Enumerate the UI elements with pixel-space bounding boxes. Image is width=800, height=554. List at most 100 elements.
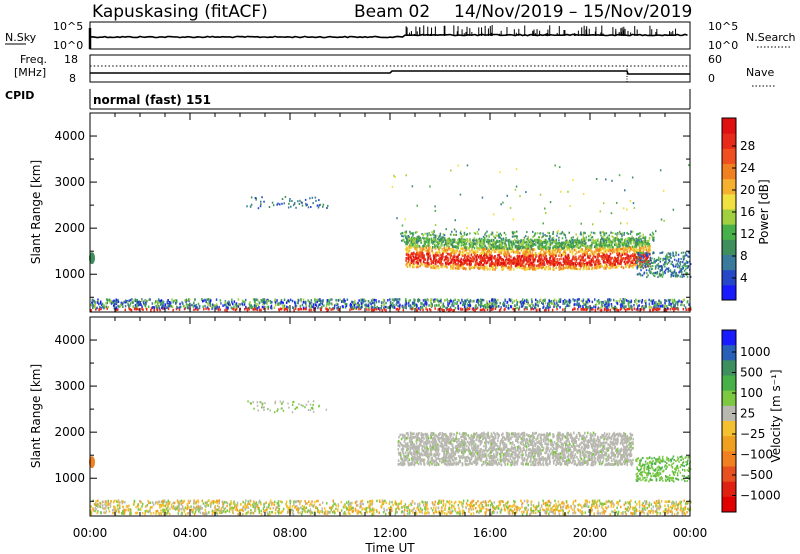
power-echo (473, 251, 475, 254)
power-echo (483, 268, 486, 271)
power-echo (505, 253, 508, 257)
freq-panel: Freq. [MHz] 18 8 60 0 Nave CPID (5, 53, 775, 102)
power-echo (590, 258, 593, 261)
power-echo (634, 239, 637, 242)
power-echo (434, 304, 436, 307)
power-echo (624, 298, 626, 301)
power-echo (421, 302, 423, 305)
power-echo (148, 298, 150, 301)
power-echo (627, 303, 630, 306)
power-echo (652, 237, 654, 239)
power-echo (530, 265, 533, 269)
power-echo (567, 244, 569, 247)
power-echo (377, 307, 379, 310)
power-echo (683, 298, 685, 301)
power-echo (496, 256, 499, 260)
power-echo (134, 298, 137, 301)
power-echo (541, 235, 544, 238)
power-echo (636, 240, 639, 243)
power-echo (663, 303, 665, 307)
power-echo (526, 252, 529, 255)
power-echo (631, 239, 633, 242)
power-echo (624, 248, 626, 251)
power-echo (156, 300, 158, 303)
power-echo (586, 246, 589, 249)
power-echo (114, 300, 117, 303)
power-echo (249, 301, 251, 304)
power-echo (564, 302, 566, 305)
power-echo (486, 305, 489, 308)
power-echo (505, 264, 507, 268)
power-echo (645, 299, 647, 302)
power-echo (525, 240, 528, 244)
power-echo (413, 258, 415, 262)
power-echo (683, 257, 686, 260)
power-echo (655, 266, 657, 268)
power-echo (526, 299, 529, 303)
power-echo (601, 243, 604, 247)
power-echo (576, 298, 579, 302)
power-echo (612, 261, 615, 264)
nave-tick-top: 60 (708, 53, 722, 66)
power-echo (426, 236, 428, 239)
power-echo (517, 244, 519, 248)
power-echo (552, 255, 554, 258)
power-echo (436, 244, 438, 247)
power-echo (560, 267, 562, 271)
power-echo (198, 306, 201, 310)
power-echo (659, 268, 662, 271)
power-echo (452, 255, 454, 259)
power-echo (354, 299, 356, 303)
power-echo (603, 234, 606, 237)
power-echo (419, 236, 421, 239)
power-echo (641, 301, 643, 304)
power-echo (538, 243, 541, 246)
power-echo (445, 246, 448, 250)
power-echo (451, 239, 453, 242)
power-echo (600, 238, 602, 242)
power-echo (435, 239, 438, 243)
power-echo (628, 305, 630, 308)
cpid-label: CPID (5, 89, 34, 102)
power-echo (516, 263, 519, 266)
power-echo (534, 306, 536, 310)
power-echo (613, 307, 615, 311)
power-echo (579, 259, 582, 262)
power-echo (389, 298, 391, 301)
power-echo (520, 301, 522, 304)
power-echo (278, 303, 280, 307)
power-echo (419, 252, 422, 255)
power-echo (405, 236, 407, 239)
power-echo (609, 262, 612, 265)
power-echo (467, 252, 470, 256)
power-echo (128, 306, 130, 309)
power-echo (477, 301, 479, 305)
power-echo (529, 266, 531, 270)
power-echo (151, 302, 154, 305)
power-echo (409, 262, 412, 265)
power-echo (411, 252, 414, 256)
power-echo (543, 246, 546, 249)
power-echo (364, 303, 366, 307)
power-echo (434, 245, 436, 249)
power-echo (361, 298, 364, 302)
power-echo (577, 267, 579, 271)
power-echo (660, 273, 663, 276)
power-echo (645, 302, 647, 305)
power-echo (449, 238, 452, 242)
power-echo (617, 309, 620, 312)
power-echo (131, 298, 133, 301)
power-echo (452, 260, 454, 264)
power-echo (478, 241, 480, 244)
power-echo (446, 266, 448, 269)
power-echo (542, 260, 544, 264)
power-echo (638, 238, 640, 241)
power-echo (321, 303, 324, 306)
power-echo (136, 307, 139, 311)
power-echo (594, 306, 597, 309)
power-echo (604, 300, 606, 303)
power-echo (635, 308, 638, 311)
power-echo (551, 261, 554, 264)
power-echo (636, 261, 639, 264)
power-echo (210, 306, 213, 309)
